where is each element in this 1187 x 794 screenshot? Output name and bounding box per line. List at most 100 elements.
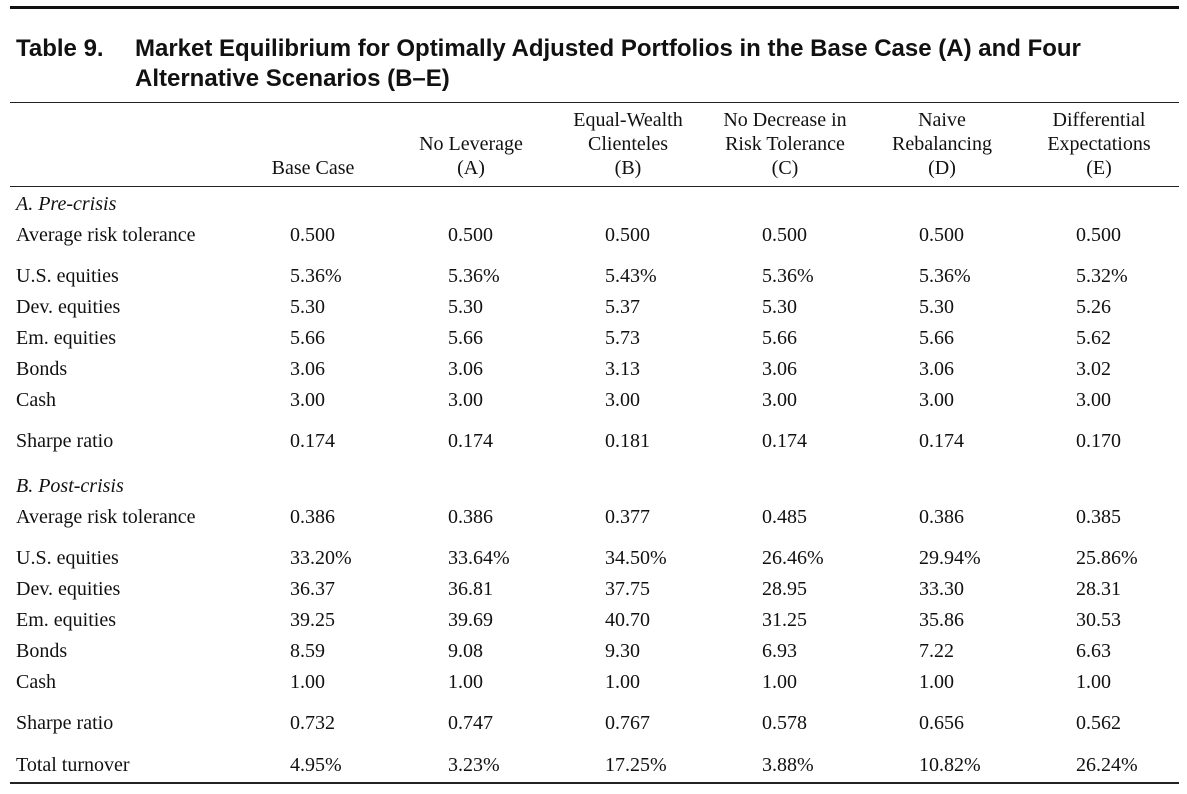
table-cell: 0.732 bbox=[290, 712, 335, 735]
table-cell: 5.30 bbox=[290, 296, 325, 319]
table-cell: 5.30 bbox=[919, 296, 954, 319]
table-cell: 5.66 bbox=[290, 327, 325, 350]
table-cell: 6.93 bbox=[762, 640, 797, 663]
table-cell: 6.63 bbox=[1076, 640, 1111, 663]
row-label: Bonds bbox=[16, 640, 67, 663]
table-cell: 0.747 bbox=[448, 712, 493, 735]
table-cell: 3.02 bbox=[1076, 358, 1111, 381]
column-header-line: (E) bbox=[1009, 156, 1187, 180]
table-row: Sharpe ratio 0.174 0.174 0.181 0.174 0.174 0.1… bbox=[0, 430, 1187, 454]
table-cell: 37.75 bbox=[605, 578, 650, 601]
table-cell: 9.08 bbox=[448, 640, 483, 663]
table-cell: 33.20% bbox=[290, 547, 352, 570]
row-label: U.S. equities bbox=[16, 265, 119, 288]
table-cell: 36.81 bbox=[448, 578, 493, 601]
table-row: Sharpe ratio 0.732 0.747 0.767 0.578 0.656 0.5… bbox=[0, 712, 1187, 736]
table-cell: 35.86 bbox=[919, 609, 964, 632]
table-cell: 3.00 bbox=[762, 389, 797, 412]
table-cell: 1.00 bbox=[605, 671, 640, 694]
column-header-line: (A) bbox=[381, 156, 561, 180]
table-cell: 30.53 bbox=[1076, 609, 1121, 632]
column-header-line: Expectations bbox=[1009, 132, 1187, 156]
table-cell: 0.386 bbox=[919, 506, 964, 529]
table-cell: 10.82% bbox=[919, 754, 981, 777]
table-cell: 5.36% bbox=[448, 265, 500, 288]
table-row: U.S. equities 33.20% 33.64% 34.50% 26.46% 29.… bbox=[0, 547, 1187, 571]
table-cell: 5.26 bbox=[1076, 296, 1111, 319]
table-cell: 8.59 bbox=[290, 640, 325, 663]
table-cell: 9.30 bbox=[605, 640, 640, 663]
table-cell: 0.500 bbox=[448, 224, 493, 247]
table-cell: 5.37 bbox=[605, 296, 640, 319]
table-row: Average risk tolerance 0.500 0.500 0.500 0.5… bbox=[0, 224, 1187, 248]
section-title: A. Pre-crisis bbox=[16, 193, 116, 216]
table-cell: 1.00 bbox=[919, 671, 954, 694]
table-cell: 4.95% bbox=[290, 754, 342, 777]
table-row: Bonds 8.59 9.08 9.30 6.93 7.22 6.63 bbox=[0, 640, 1187, 664]
table-row: Em. equities 5.66 5.66 5.73 5.66 5.66 5.62 bbox=[0, 327, 1187, 351]
table-cell: 0.485 bbox=[762, 506, 807, 529]
row-label: Em. equities bbox=[16, 327, 116, 350]
table-cell: 0.170 bbox=[1076, 430, 1121, 453]
column-header-line: No Leverage bbox=[381, 132, 561, 156]
table-row: Bonds 3.06 3.06 3.13 3.06 3.06 3.02 bbox=[0, 358, 1187, 382]
table-cell: 5.30 bbox=[762, 296, 797, 319]
table-cell: 26.24% bbox=[1076, 754, 1138, 777]
column-header-line: Naive bbox=[852, 108, 1032, 132]
table-cell: 5.36% bbox=[919, 265, 971, 288]
table-row: Average risk tolerance 0.386 0.386 0.377 0.4… bbox=[0, 506, 1187, 530]
table-cell: 5.62 bbox=[1076, 327, 1111, 350]
table-cell: 5.30 bbox=[448, 296, 483, 319]
table-cell: 36.37 bbox=[290, 578, 335, 601]
header-bottom-rule bbox=[10, 186, 1179, 187]
table-cell: 3.00 bbox=[1076, 389, 1111, 412]
table-cell: 3.13 bbox=[605, 358, 640, 381]
table-cell: 17.25% bbox=[605, 754, 667, 777]
column-header-line: Rebalancing bbox=[852, 132, 1032, 156]
column-header-line: Differential bbox=[1009, 108, 1187, 132]
table-cell: 3.06 bbox=[919, 358, 954, 381]
table-cell: 26.46% bbox=[762, 547, 824, 570]
table-cell: 3.00 bbox=[290, 389, 325, 412]
row-label: Sharpe ratio bbox=[16, 712, 113, 735]
table-cell: 0.174 bbox=[448, 430, 493, 453]
row-label: Dev. equities bbox=[16, 296, 120, 319]
table-cell: 3.06 bbox=[762, 358, 797, 381]
table-cell: 0.386 bbox=[290, 506, 335, 529]
table-cell: 0.500 bbox=[919, 224, 964, 247]
column-header-line: Base Case bbox=[223, 156, 403, 180]
column-header-line: (B) bbox=[538, 156, 718, 180]
row-label: Total turnover bbox=[16, 754, 130, 777]
row-label: Bonds bbox=[16, 358, 67, 381]
table-cell: 1.00 bbox=[762, 671, 797, 694]
table-cell: 25.86% bbox=[1076, 547, 1138, 570]
table-cell: 1.00 bbox=[448, 671, 483, 694]
table-cell: 0.377 bbox=[605, 506, 650, 529]
top-rule bbox=[10, 6, 1179, 9]
table-cell: 0.386 bbox=[448, 506, 493, 529]
table-cell: 5.43% bbox=[605, 265, 657, 288]
table-cell: 0.767 bbox=[605, 712, 650, 735]
table-cell: 0.385 bbox=[1076, 506, 1121, 529]
table-cell: 3.00 bbox=[605, 389, 640, 412]
table-cell: 33.30 bbox=[919, 578, 964, 601]
table-cell: 5.66 bbox=[919, 327, 954, 350]
table-title: Market Equilibrium for Optimally Adjuste… bbox=[135, 34, 1145, 94]
table-cell: 0.500 bbox=[290, 224, 335, 247]
table-cell: 0.500 bbox=[1076, 224, 1121, 247]
table-bottom-rule bbox=[10, 782, 1179, 784]
table-cell: 39.25 bbox=[290, 609, 335, 632]
row-label: Dev. equities bbox=[16, 578, 120, 601]
table-cell: 3.00 bbox=[448, 389, 483, 412]
table-cell: 29.94% bbox=[919, 547, 981, 570]
header-top-rule bbox=[10, 102, 1179, 103]
table-cell: 0.578 bbox=[762, 712, 807, 735]
table-cell: 0.500 bbox=[605, 224, 650, 247]
table-cell: 40.70 bbox=[605, 609, 650, 632]
row-label: Cash bbox=[16, 389, 56, 412]
table-cell: 0.174 bbox=[290, 430, 335, 453]
table-row: Cash 3.00 3.00 3.00 3.00 3.00 3.00 bbox=[0, 389, 1187, 413]
table-cell: 1.00 bbox=[290, 671, 325, 694]
table-cell: 28.31 bbox=[1076, 578, 1121, 601]
table-row: Dev. equities 36.37 36.81 37.75 28.95 33.30 28… bbox=[0, 578, 1187, 602]
